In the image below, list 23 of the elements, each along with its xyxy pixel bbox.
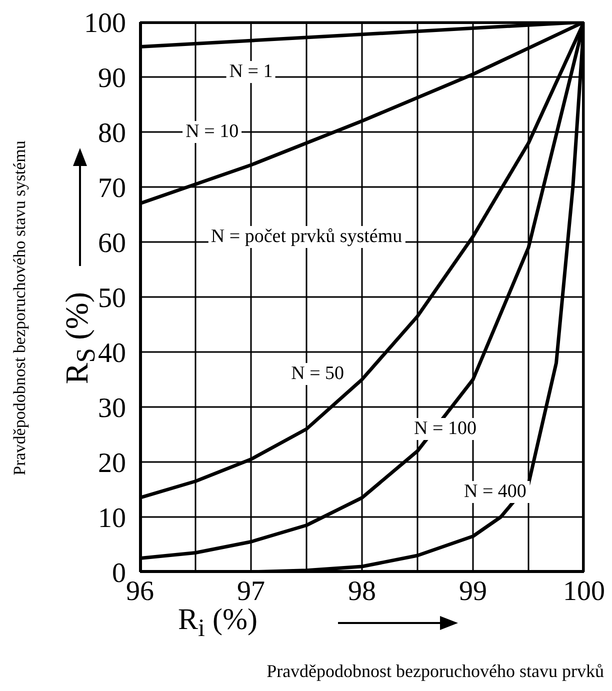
text: Pravděpodobnost bezporuchového stavu systému bbox=[10, 140, 30, 476]
annotation: N = počet prvků systému bbox=[208, 226, 406, 248]
series-label: N = 50 bbox=[288, 363, 348, 385]
series-label: N = 400 bbox=[460, 481, 530, 504]
y-tick-label: 70 bbox=[98, 172, 126, 204]
series-label: N = 10 bbox=[182, 121, 242, 143]
series-label: N = 1 bbox=[226, 60, 276, 82]
y-tick-label: 90 bbox=[98, 62, 126, 94]
series-label: N = 100 bbox=[411, 418, 480, 440]
y-tick-label: 100 bbox=[84, 8, 126, 39]
text: Pravděpodobnost bezporuchového stavu prvků bbox=[266, 661, 604, 682]
y-tick-label: 30 bbox=[98, 392, 126, 424]
y-tick-label: 10 bbox=[98, 502, 126, 534]
x-tick-label: 98 bbox=[348, 576, 376, 607]
x-tick-label: 99 bbox=[459, 576, 487, 607]
y-tick-label: 60 bbox=[98, 228, 126, 259]
y-tick-label: 50 bbox=[98, 282, 126, 314]
y-tick-label: 40 bbox=[98, 338, 126, 369]
x-tick-label: 100 bbox=[563, 576, 605, 607]
x-tick-label: 96 bbox=[126, 576, 154, 607]
y-tick-label: 80 bbox=[98, 118, 126, 149]
y-tick-label: 0 bbox=[112, 558, 126, 589]
y-tick-label: 20 bbox=[98, 448, 126, 479]
